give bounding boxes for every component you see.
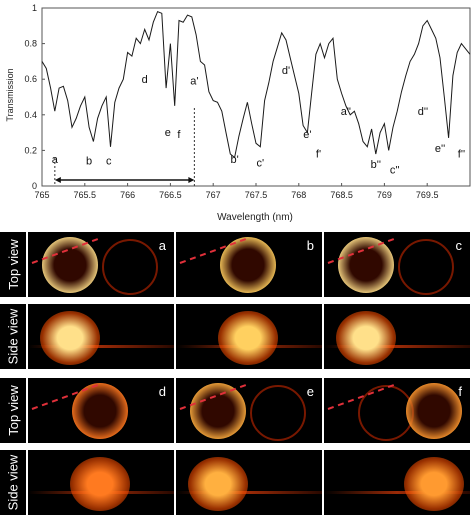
x-tick-label: 769	[377, 190, 392, 200]
resonance-label: b''	[371, 159, 381, 171]
dim-microsphere	[102, 238, 158, 295]
side-view-glow	[218, 310, 278, 365]
bright-microsphere	[338, 236, 394, 293]
side-view-panel-f	[324, 450, 470, 515]
row-label-text: Side view	[5, 454, 21, 511]
bright-microsphere	[72, 382, 128, 439]
side-view-panel-a	[28, 304, 174, 369]
top-view-panel-c: c	[324, 232, 470, 297]
resonance-label: e''	[435, 143, 445, 155]
row-label-text: Side view	[5, 308, 21, 365]
x-tick-label: 766	[120, 190, 135, 200]
panel-letter: a	[158, 238, 166, 253]
resonance-label: c	[106, 156, 112, 168]
y-tick-label: 1	[32, 3, 37, 13]
row-label: Side view	[0, 304, 26, 369]
arrowhead-left-icon	[54, 177, 61, 183]
y-tick-label: 0	[32, 181, 37, 191]
dim-microsphere	[250, 384, 306, 441]
x-tick-label: 765	[34, 190, 49, 200]
bright-microsphere	[406, 382, 462, 439]
x-tick-label: 767	[206, 190, 221, 200]
side-view-panel-d	[28, 450, 174, 515]
y-tick-label: 0.8	[24, 39, 37, 49]
bright-microsphere	[42, 236, 98, 293]
transmission-series-line	[41, 10, 471, 159]
y-tick-label: 0.4	[24, 110, 37, 120]
row-label: Top view	[0, 378, 26, 443]
side-view-glow	[404, 456, 464, 511]
top-view-panel-a: a	[28, 232, 174, 297]
transmission-chart: 765 765.5 766 766.5 767 767.5 768 768.5 769 769.5…	[5, 3, 471, 223]
top-view-panel-b: b	[176, 232, 322, 297]
panel-letter: d	[158, 384, 166, 399]
resonance-label: f	[177, 129, 181, 141]
panel-letter: f	[458, 384, 462, 399]
arrowhead-right-icon	[188, 177, 195, 183]
side-view-panel-e	[176, 450, 322, 515]
row-label-text: Top view	[5, 239, 21, 290]
waveguide-glow	[28, 344, 174, 348]
waveguide-glow	[176, 490, 322, 494]
y-tick-label: 0.6	[24, 74, 37, 84]
resonance-label: d''	[418, 106, 428, 118]
waveguide-glow	[324, 344, 470, 348]
resonance-label: c'	[256, 157, 264, 169]
resonance-label: d	[142, 74, 148, 86]
top-view-panel-d: d	[28, 378, 174, 443]
dim-microsphere	[398, 238, 454, 295]
resonance-label: f''	[458, 149, 465, 161]
top-view-panel-e: e	[176, 378, 322, 443]
side-view-glow	[40, 310, 100, 365]
resonance-label: a''	[341, 106, 351, 118]
x-tick-label: 768.5	[330, 190, 353, 200]
side-view-glow	[188, 456, 248, 511]
panel-letter: e	[306, 384, 314, 399]
row-label: Side view	[0, 450, 26, 515]
resonance-label: b	[86, 156, 92, 168]
resonance-label: d'	[282, 65, 290, 77]
top-view-panel-f: f	[324, 378, 470, 443]
y-tick-label: 0.2	[24, 145, 37, 155]
bright-microsphere	[190, 382, 246, 439]
x-axis-label: Wavelength (nm)	[217, 212, 293, 223]
x-tick-label: 767.5	[245, 190, 268, 200]
y-axis-label: Transmission	[5, 68, 15, 121]
row-label: Top view	[0, 232, 26, 297]
resonance-label: f'	[316, 149, 321, 161]
resonance-label: a'	[190, 76, 198, 88]
side-view-panel-c	[324, 304, 470, 369]
side-view-glow	[70, 456, 130, 511]
resonance-label: c''	[390, 165, 400, 177]
x-tick-label: 765.5	[74, 190, 97, 200]
x-tick-label: 766.5	[159, 190, 182, 200]
resonance-label: b'	[230, 154, 238, 166]
bright-microsphere	[220, 236, 276, 293]
side-view-glow	[336, 310, 396, 365]
resonance-label: e'	[303, 129, 311, 141]
waveguide-glow	[324, 490, 470, 494]
resonance-label: e	[165, 127, 171, 139]
microscope-image-grid: Top view a b c Side view Top view d e f Side view	[0, 232, 474, 515]
x-tick-label: 768	[291, 190, 306, 200]
panel-letter: b	[306, 238, 314, 253]
side-view-panel-b	[176, 304, 322, 369]
panel-letter: c	[455, 238, 463, 253]
x-tick-label: 769.5	[416, 190, 439, 200]
row-label-text: Top view	[5, 385, 21, 436]
